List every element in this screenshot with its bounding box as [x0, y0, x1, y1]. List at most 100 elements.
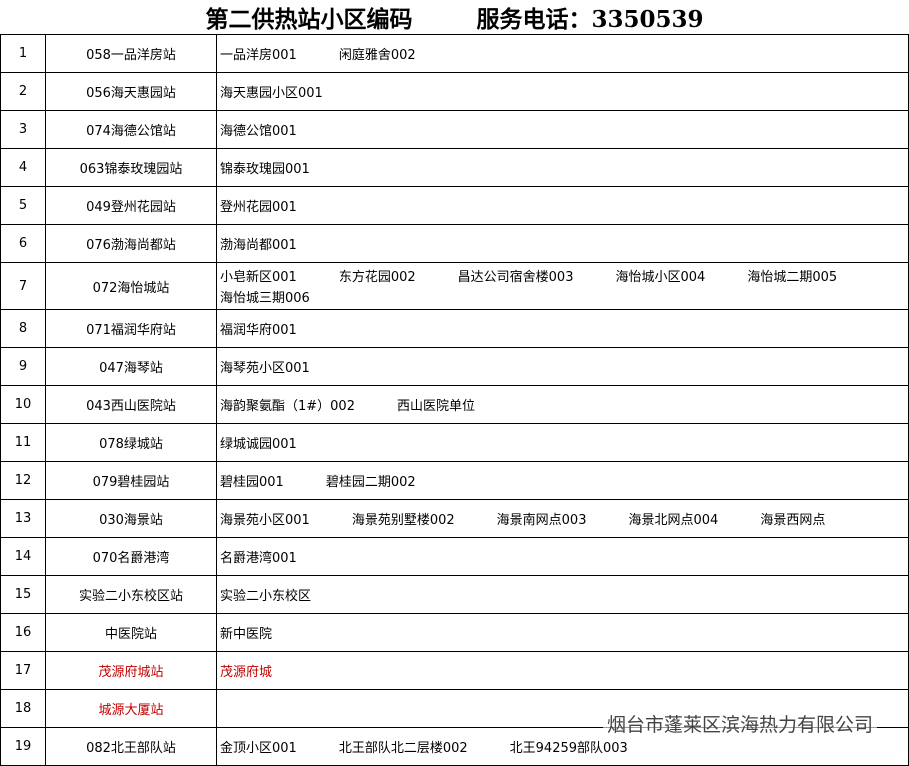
community: 北王94259部队003	[509, 741, 628, 756]
community: 闲庭雅舍002	[338, 48, 416, 63]
table-row: 12 079碧桂园站 碧桂园001 碧桂园二期002	[0, 461, 909, 500]
phone: 服务电话：3350539	[476, 6, 704, 33]
table-row: 19 082北王部队站 金顶小区001 北王部队北二层楼002 北王94259部队003	[0, 727, 909, 766]
community: 海景苑别墅楼002	[351, 513, 455, 528]
community: 实验二小东校区	[220, 589, 312, 604]
table-row: 3 074海德公馆站 海德公馆001	[0, 110, 909, 149]
community: 新中医院	[220, 627, 273, 642]
title-bar: 第二供热站小区编码 服务电话：3350539	[0, 0, 909, 34]
community: 海怡城三期006	[220, 291, 310, 306]
community-list: 茂源府城	[220, 661, 905, 680]
community-list: 渤海尚都001	[220, 234, 905, 253]
row-number: 9	[0, 347, 46, 386]
station-name: 079碧桂园站	[45, 461, 217, 500]
row-number: 3	[0, 110, 46, 149]
community-list: 实验二小东校区	[220, 585, 905, 604]
community-cell: 实验二小东校区	[216, 575, 909, 614]
station-name: 082北王部队站	[45, 727, 217, 766]
community: 渤海尚都001	[220, 238, 297, 253]
row-number: 4	[0, 148, 46, 187]
community-list: 新中医院	[220, 623, 905, 642]
community-cell: 一品洋房001 闲庭雅舍002	[216, 34, 909, 73]
community-cell: 海天惠园小区001	[216, 72, 909, 111]
community: 海天惠园小区001	[220, 86, 323, 101]
row-number: 16	[0, 613, 46, 652]
community: 海景西网点	[760, 513, 826, 528]
community-cell: 海德公馆001	[216, 110, 909, 149]
community: 海景北网点004	[628, 513, 719, 528]
row-number: 13	[0, 499, 46, 538]
community: 海景南网点003	[496, 513, 587, 528]
community: 锦泰玫瑰园001	[220, 162, 310, 177]
community: 茂源府城	[220, 665, 273, 680]
table-row: 1 058一品洋房站 一品洋房001 闲庭雅舍002	[0, 34, 909, 73]
community-list: 小皂新区001 东方花园002 昌达公司宿舍楼003 海怡城小区004 海怡城二期005…	[220, 266, 905, 306]
row-number: 6	[0, 224, 46, 263]
station-name: 074海德公馆站	[45, 110, 217, 149]
community-list: 海景苑小区001 海景苑别墅楼002 海景南网点003 海景北网点004 海景西网点	[220, 509, 905, 528]
table-row: 10 043西山医院站 海韵聚氨酯（1#）002 西山医院单位	[0, 385, 909, 424]
station-table: 1 058一品洋房站 一品洋房001 闲庭雅舍002 2 056海天惠园站 海天惠园小区00…	[0, 34, 909, 766]
row-number: 11	[0, 423, 46, 462]
community-cell: 碧桂园001 碧桂园二期002	[216, 461, 909, 500]
community-list: 金顶小区001 北王部队北二层楼002 北王94259部队003	[220, 737, 905, 756]
table-row: 17 茂源府城站 茂源府城	[0, 651, 909, 690]
station-name: 063锦泰玫瑰园站	[45, 148, 217, 187]
community-list: 海天惠园小区001	[220, 82, 905, 101]
table-row: 4 063锦泰玫瑰园站 锦泰玫瑰园001	[0, 148, 909, 187]
station-name: 076渤海尚都站	[45, 224, 217, 263]
community-list: 海琴苑小区001	[220, 357, 905, 376]
community-cell: 锦泰玫瑰园001	[216, 148, 909, 187]
row-number: 17	[0, 651, 46, 690]
row-number: 5	[0, 186, 46, 225]
table-row: 6 076渤海尚都站 渤海尚都001	[0, 224, 909, 263]
table-row: 14 070名爵港湾 名爵港湾001	[0, 537, 909, 576]
community-list: 海韵聚氨酯（1#）002 西山医院单位	[220, 395, 905, 414]
community: 东方花园002	[338, 270, 416, 285]
table-row: 13 030海景站 海景苑小区001 海景苑别墅楼002 海景南网点003 海景北网点00…	[0, 499, 909, 538]
community-cell: 金顶小区001 北王部队北二层楼002 北王94259部队003	[216, 727, 909, 766]
station-name: 070名爵港湾	[45, 537, 217, 576]
row-number: 8	[0, 309, 46, 348]
station-name: 实验二小东校区站	[45, 575, 217, 614]
community: 海景苑小区001	[220, 513, 310, 528]
community: 一品洋房001	[220, 48, 297, 63]
station-name: 城源大厦站	[45, 689, 217, 728]
community-list: 绿城诚园001	[220, 433, 905, 452]
community-list: 锦泰玫瑰园001	[220, 158, 905, 177]
community-cell: 海琴苑小区001	[216, 347, 909, 386]
table-row: 7 072海怡城站 小皂新区001 东方花园002 昌达公司宿舍楼003 海怡城小区004…	[0, 262, 909, 310]
station-name: 茂源府城站	[45, 651, 217, 690]
station-name: 078绿城站	[45, 423, 217, 462]
community-list: 一品洋房001 闲庭雅舍002	[220, 44, 905, 63]
row-number: 19	[0, 727, 46, 766]
station-name: 043西山医院站	[45, 385, 217, 424]
community-cell: 名爵港湾001	[216, 537, 909, 576]
community-cell: 海景苑小区001 海景苑别墅楼002 海景南网点003 海景北网点004 海景西网点	[216, 499, 909, 538]
station-name: 中医院站	[45, 613, 217, 652]
row-number: 7	[0, 262, 46, 310]
title: 第二供热站小区编码	[205, 6, 413, 33]
table-row: 15 实验二小东校区站 实验二小东校区	[0, 575, 909, 614]
community-cell: 茂源府城	[216, 651, 909, 690]
table-row: 2 056海天惠园站 海天惠园小区001	[0, 72, 909, 111]
row-number: 15	[0, 575, 46, 614]
community: 昌达公司宿舍楼003	[457, 270, 574, 285]
station-name: 058一品洋房站	[45, 34, 217, 73]
station-name: 049登州花园站	[45, 186, 217, 225]
table-body: 1 058一品洋房站 一品洋房001 闲庭雅舍002 2 056海天惠园站 海天惠园小区00…	[0, 34, 909, 766]
community: 碧桂园001	[220, 475, 284, 490]
table-row: 16 中医院站 新中医院	[0, 613, 909, 652]
station-name: 072海怡城站	[45, 262, 217, 310]
row-number: 2	[0, 72, 46, 111]
table-row: 11 078绿城站 绿城诚园001	[0, 423, 909, 462]
station-name: 047海琴站	[45, 347, 217, 386]
community-cell: 登州花园001	[216, 186, 909, 225]
community-cell: 福润华府001	[216, 309, 909, 348]
station-name: 056海天惠园站	[45, 72, 217, 111]
community: 海韵聚氨酯（1#）002	[220, 399, 355, 414]
community: 绿城诚园001	[220, 437, 297, 452]
community: 福润华府001	[220, 323, 297, 338]
row-number: 18	[0, 689, 46, 728]
